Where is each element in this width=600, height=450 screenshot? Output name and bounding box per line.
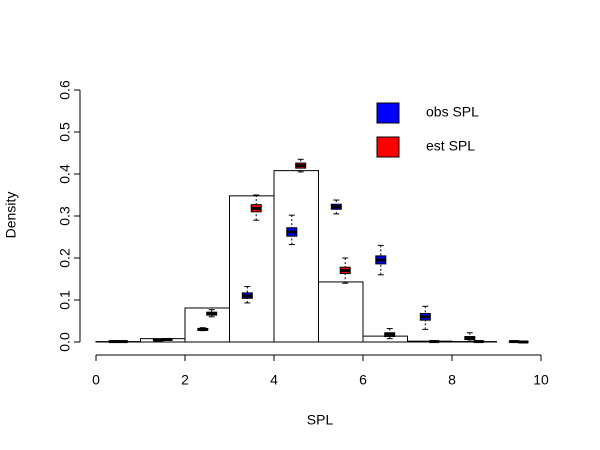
- y-tick-label: 0.2: [57, 248, 73, 268]
- x-tick-label: 8: [448, 372, 456, 388]
- legend-label: obs SPL: [426, 104, 479, 120]
- histogram-bar: [273, 170, 319, 343]
- histogram-bar: [229, 195, 275, 343]
- y-tick-label: 0.6: [57, 80, 73, 100]
- x-tick-label: 4: [270, 372, 278, 388]
- x-tick-label: 2: [181, 372, 189, 388]
- x-tick-label: 6: [359, 372, 367, 388]
- y-tick-label: 0.3: [57, 206, 73, 226]
- x-tick-label: 10: [533, 372, 549, 388]
- legend-swatch: [376, 102, 400, 124]
- y-tick-label: 0.5: [57, 122, 73, 142]
- legend-swatch: [376, 136, 400, 158]
- legend-label: est SPL: [426, 138, 475, 154]
- x-tick-label: 0: [92, 372, 100, 388]
- histogram-bar: [318, 281, 364, 343]
- y-tick-label: 0.1: [57, 290, 73, 310]
- y-axis-label: Density: [3, 192, 19, 239]
- x-axis-label: SPL: [307, 412, 334, 428]
- y-tick-label: 0.0: [57, 332, 73, 352]
- y-tick-label: 0.4: [57, 164, 73, 184]
